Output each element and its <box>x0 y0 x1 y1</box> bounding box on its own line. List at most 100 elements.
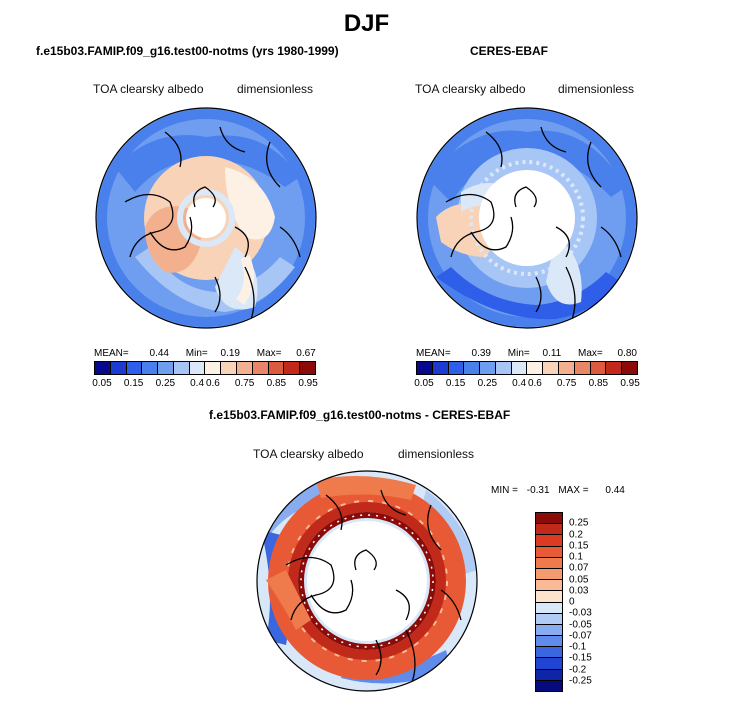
colorbar-tick-label: 0.05 <box>92 378 112 389</box>
panel-1-colorbar <box>94 361 316 375</box>
colorbar-box <box>158 362 174 374</box>
min-label: Min= <box>185 348 208 359</box>
colorbar-box <box>252 362 269 374</box>
max-value: 0.44 <box>605 485 625 496</box>
colorbar-box <box>536 647 562 659</box>
colorbar-tick-label: 0.4 <box>190 378 205 389</box>
colorbar-box <box>536 557 562 569</box>
colorbar-box <box>536 680 562 691</box>
colorbar-box <box>536 524 562 536</box>
panel-2-units: dimensionless <box>558 82 635 96</box>
colorbar-tick-label: 0.15 <box>123 378 144 389</box>
colorbar-tick-label: -0.15 <box>569 652 592 664</box>
colorbar-box <box>536 568 562 581</box>
panel-2-colorbar <box>416 361 638 375</box>
colorbar-tick-label: -0.2 <box>569 664 587 675</box>
panel-3-map <box>256 470 478 692</box>
colorbar-box <box>536 591 562 603</box>
colorbar-box <box>559 362 575 374</box>
colorbar-tick-label: 0.4 <box>512 378 527 389</box>
colorbar-tick-label: -0.25 <box>569 675 592 687</box>
colorbar-box <box>622 362 637 374</box>
colorbar-tick-label: 0 <box>569 596 575 608</box>
colorbar-tick-label: 0.05 <box>414 378 434 389</box>
panel-3-stats: MIN = -0.31 MAX = 0.44 <box>491 485 625 496</box>
colorbar-tick-label: 0.25 <box>569 517 589 529</box>
mean-value: 0.39 <box>471 348 491 359</box>
colorbar-tick-label: -0.03 <box>569 607 592 619</box>
colorbar-box <box>495 362 512 374</box>
colorbar-box <box>284 362 301 374</box>
colorbar-box <box>189 362 206 374</box>
colorbar-box <box>205 362 222 374</box>
colorbar-box <box>536 624 562 637</box>
panel-2-variable: TOA clearsky albedo <box>415 82 526 96</box>
panel-1-title: f.e15b03.FAMIP.f09_g16.test00-notms (yrs… <box>36 44 339 58</box>
colorbar-tick-label: -0.1 <box>569 641 587 653</box>
mean-label: MEAN= <box>94 348 129 359</box>
max-label: Max= <box>256 348 282 359</box>
colorbar-box <box>417 362 433 374</box>
colorbar-tick-label: 0.03 <box>569 585 589 597</box>
panel-3-title: f.e15b03.FAMIP.f09_g16.test00-notms - CE… <box>209 408 511 422</box>
colorbar-box <box>536 580 562 592</box>
min-value: 0.19 <box>220 348 240 359</box>
colorbar-tick-label: 0.2 <box>569 529 583 540</box>
colorbar-tick-label: 0.85 <box>266 378 287 389</box>
colorbar-box <box>511 362 528 374</box>
colorbar-box <box>536 546 562 558</box>
colorbar-box <box>536 535 562 547</box>
panel-1-variable: TOA clearsky albedo <box>93 82 204 96</box>
colorbar-tick-label: 0.95 <box>620 378 640 389</box>
colorbar-box <box>95 362 111 374</box>
colorbar-box <box>300 362 315 374</box>
panel-3-units: dimensionless <box>398 447 475 461</box>
max-label: MAX = <box>558 485 589 496</box>
colorbar-box <box>173 362 190 374</box>
colorbar-tick-label: 0.95 <box>298 378 318 389</box>
min-value: 0.11 <box>542 348 562 359</box>
colorbar-tick-label: 0.07 <box>569 562 589 574</box>
panel-2-map <box>416 107 638 329</box>
colorbar-box <box>268 362 285 374</box>
panel-2-colorbar-ticks: 0.05 0.15 0.25 0.4 0.6 0.75 0.85 0.95 <box>414 378 640 390</box>
colorbar-box <box>536 669 562 681</box>
panel-3-variable: TOA clearsky albedo <box>253 447 364 461</box>
colorbar-tick-label: 0.25 <box>477 378 498 389</box>
colorbar-box <box>536 658 562 670</box>
colorbar-tick-label: -0.07 <box>569 630 592 642</box>
panel-2-stats: MEAN= 0.39 Min= 0.11 Max= 0.80 <box>416 348 637 359</box>
colorbar-tick-label: 0.6 <box>205 378 220 389</box>
colorbar-box <box>536 513 562 525</box>
colorbar-tick-label: 0.05 <box>569 574 589 585</box>
colorbar-box <box>527 362 544 374</box>
panel-1-colorbar-ticks: 0.05 0.15 0.25 0.4 0.6 0.75 0.85 0.95 <box>92 378 318 390</box>
colorbar-box <box>536 613 562 625</box>
colorbar-tick-label: -0.05 <box>569 619 592 630</box>
colorbar-box <box>237 362 253 374</box>
min-value: -0.31 <box>526 485 550 496</box>
colorbar-box <box>142 362 159 374</box>
panel-3-colorbar-ticks: 0.25 0.2 0.15 0.1 0.07 0.05 0.03 0 -0.03 -0.05 -0.… <box>569 512 609 692</box>
colorbar-box <box>480 362 496 374</box>
colorbar-tick-label: 0.1 <box>569 551 583 563</box>
max-label: Max= <box>578 348 603 359</box>
panel-1-stats: MEAN= 0.44 Min= 0.19 Max= 0.67 <box>94 348 316 359</box>
colorbar-box <box>464 362 481 374</box>
colorbar-box <box>110 362 127 374</box>
min-label: Min= <box>507 348 530 359</box>
colorbar-box <box>448 362 465 374</box>
colorbar-tick-label: 0.6 <box>527 378 542 389</box>
max-value: 0.80 <box>617 348 637 359</box>
colorbar-box <box>536 602 562 614</box>
colorbar-tick-label: 0.15 <box>569 540 589 552</box>
colorbar-box <box>606 362 623 374</box>
colorbar-tick-label: 0.75 <box>234 378 255 389</box>
colorbar-box <box>574 362 591 374</box>
panel-1-map <box>95 107 317 329</box>
panel-2-title: CERES-EBAF <box>470 44 549 58</box>
colorbar-tick-label: 0.85 <box>588 378 609 389</box>
min-label: MIN = <box>491 485 518 496</box>
colorbar-tick-label: 0.25 <box>155 378 176 389</box>
colorbar-tick-label: 0.15 <box>445 378 466 389</box>
